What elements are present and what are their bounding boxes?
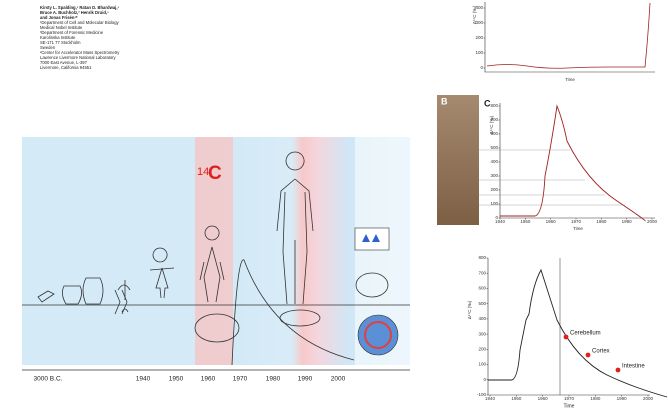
cerebellum-point <box>564 335 569 340</box>
y-tick-label: 100 <box>478 362 486 367</box>
x-tick-label: 1960 <box>538 396 549 401</box>
y-tick-label: 500 <box>478 301 486 306</box>
curve <box>487 3 650 68</box>
timeline-label: 2000 <box>331 376 346 383</box>
timeline-label: 1960 <box>201 376 216 383</box>
y-tick-label: 800 <box>478 255 486 260</box>
timeline-label: 1950 <box>169 376 184 383</box>
y-tick-label: 600 <box>478 286 486 291</box>
timeline-label: 3000 B.C. <box>34 376 63 383</box>
panel-c: C Δ¹⁴C (‰) Time 800700600500400300200100… <box>479 98 658 231</box>
y-tick-label: 200 <box>475 35 483 40</box>
timeline-labels: 3000 B.C. 1940 1950 1960 1970 1980 1990 2000 <box>34 376 346 383</box>
figure: Kirsty L. Spalding,¹ Ratan D. Bhardwaj,¹… <box>0 0 668 412</box>
x-axis-label: Time <box>564 403 575 409</box>
x-tick-label: 1970 <box>564 396 575 401</box>
annotation: Cortex <box>592 349 610 355</box>
y-tick-label: 0 <box>480 65 483 70</box>
timeline-label: 1970 <box>233 376 248 383</box>
x-tick-label: 1980 <box>596 219 607 224</box>
x-tick-label: 2000 <box>647 219 658 224</box>
x-tick-label: 1990 <box>622 219 633 224</box>
y-tick-label: 300 <box>478 331 486 336</box>
x-tick-label: 1940 <box>495 219 506 224</box>
y-tick-label: 100 <box>475 50 483 55</box>
bottom-chart: Cerebellum Cortex Intestine Δ¹⁴C (‰) Tim… <box>467 255 667 409</box>
y-tick-label: 500 <box>490 145 498 150</box>
y-tick-label: 0 <box>483 377 486 382</box>
axis <box>485 2 655 72</box>
page: {"author_block": {"authors": ["Kirsty L.… <box>0 0 668 412</box>
author-block: Kirsty L. Spalding,¹ Ratan D. Bhardwaj,¹… <box>40 5 120 70</box>
y-tick-label: 800 <box>490 103 498 108</box>
y-tick-label: 100 <box>490 201 498 206</box>
isotope-symbol: C <box>208 163 222 184</box>
x-axis-label: Time <box>573 226 583 231</box>
x-tick-label: 1980 <box>590 396 601 401</box>
affiliation-line: Livermore, California 94551 <box>40 65 92 70</box>
cortex-point <box>586 353 591 358</box>
timeline-label: 1990 <box>298 376 313 383</box>
x-tick-label: 1970 <box>571 219 582 224</box>
y-tick-label: 200 <box>490 187 498 192</box>
intestine-point <box>616 368 621 373</box>
x-tick-label: 1990 <box>617 396 628 401</box>
axis <box>488 258 650 395</box>
x-tick-label: 1940 <box>485 396 496 401</box>
x-axis-label: Time <box>565 77 575 82</box>
x-tick-label: 1950 <box>511 396 522 401</box>
x-tick-label: 1950 <box>520 219 531 224</box>
y-tick-label: 700 <box>478 270 486 275</box>
curve <box>500 106 645 221</box>
annotation: Intestine <box>622 364 645 370</box>
annotation: Cerebellum <box>570 331 601 337</box>
y-tick-label: 700 <box>490 117 498 122</box>
timeline-label: 1980 <box>266 376 281 383</box>
cell-icon <box>355 228 389 250</box>
x-tick-label: 1960 <box>546 219 557 224</box>
y-tick-label: 200 <box>478 347 486 352</box>
y-tick-label: 400 <box>478 316 486 321</box>
y-tick-label: 300 <box>475 20 483 25</box>
background-blue <box>22 137 195 365</box>
guide-lines <box>479 150 625 205</box>
axis <box>500 103 655 218</box>
y-axis-label: Δ¹⁴C (‰) <box>467 300 472 319</box>
wood-photo <box>437 95 479 225</box>
y-tick-label: 400 <box>475 5 483 10</box>
timeline-label: 1940 <box>136 376 151 383</box>
panel-label: B <box>441 96 448 106</box>
y-tick-label: 600 <box>490 131 498 136</box>
y-tick-label: 300 <box>490 173 498 178</box>
x-tick-label: 2000 <box>643 396 654 401</box>
y-tick-label: 400 <box>490 159 498 164</box>
